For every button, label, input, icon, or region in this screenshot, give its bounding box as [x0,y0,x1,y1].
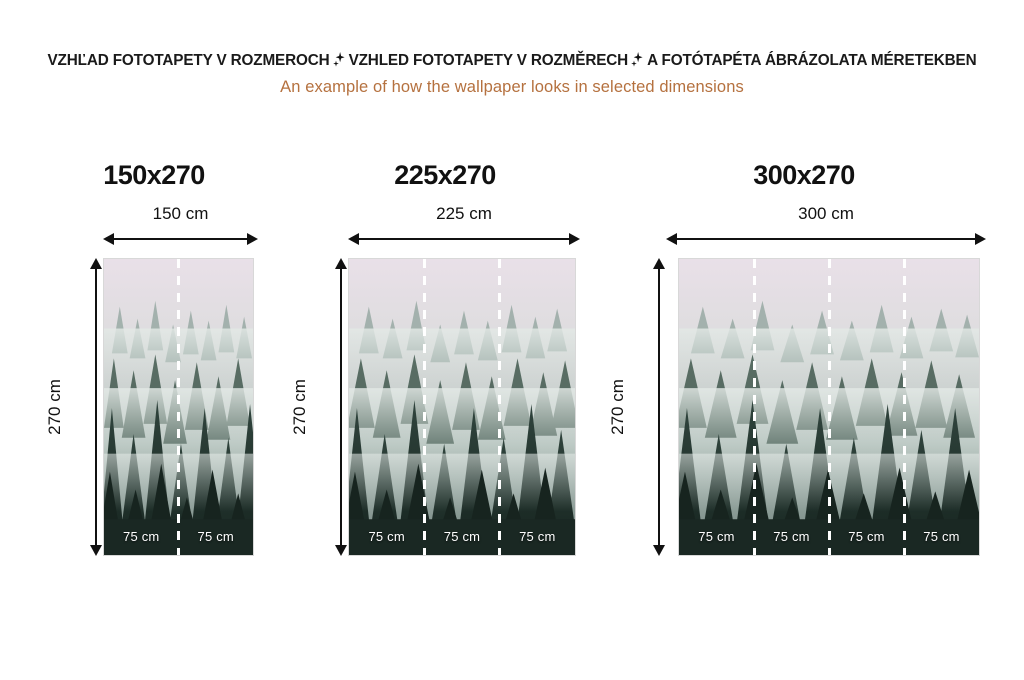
height-label: 270 cm [45,379,65,435]
width-dimension: 300 cm [666,204,986,250]
sparkle-icon-2 [631,51,644,67]
width-dimension: 150 cm [103,204,258,250]
forest-artwork [104,259,253,555]
forest-artwork [679,259,979,555]
height-dimension: 270 cm [608,258,666,556]
wallpaper-preview-225x270[interactable]: 75 cm 75 cm 75 cm [348,258,576,556]
sparkle-icon [332,51,346,67]
width-arrow-icon [666,232,986,246]
height-arrow-icon [334,258,348,556]
page-subtitle: An example of how the wallpaper looks in… [280,78,744,96]
width-dimension: 225 cm [348,204,580,250]
size-panels: 150x270 150 cm 270 cm [0,160,1024,580]
height-arrow-icon [89,258,103,556]
page-title: VZHĽAD FOTOTAPETY V ROZMEROCH VZHLED FOT… [0,51,1024,70]
width-label: 300 cm [798,204,854,223]
height-arrow-icon [652,258,666,556]
panel-title: 300x270 [753,160,855,190]
forest-artwork [349,259,575,555]
wallpaper-preview-150x270[interactable]: 75 cm 75 cm [103,258,254,556]
width-label: 225 cm [436,204,492,223]
height-dimension: 270 cm [45,258,103,556]
wallpaper-preview-300x270[interactable]: 75 cm 75 cm 75 cm 75 cm [678,258,980,556]
height-dimension: 270 cm [290,258,348,556]
title-part-cz: VZHLED FOTOTAPETY V ROZMĚRECH [348,52,629,69]
panel-title: 225x270 [394,160,496,190]
height-label: 270 cm [608,379,628,435]
width-arrow-icon [348,232,580,246]
page-header: VZHĽAD FOTOTAPETY V ROZMEROCH VZHLED FOT… [0,51,1024,97]
width-arrow-icon [103,232,258,246]
title-part-sk: VZHĽAD FOTOTAPETY V ROZMEROCH [47,52,330,69]
panel-title: 150x270 [103,160,205,190]
height-label: 270 cm [290,379,310,435]
width-label: 150 cm [152,204,209,223]
title-part-hu: A FOTÓTAPÉTA ÁBRÁZOLATA MÉRETEKBEN [647,52,977,69]
